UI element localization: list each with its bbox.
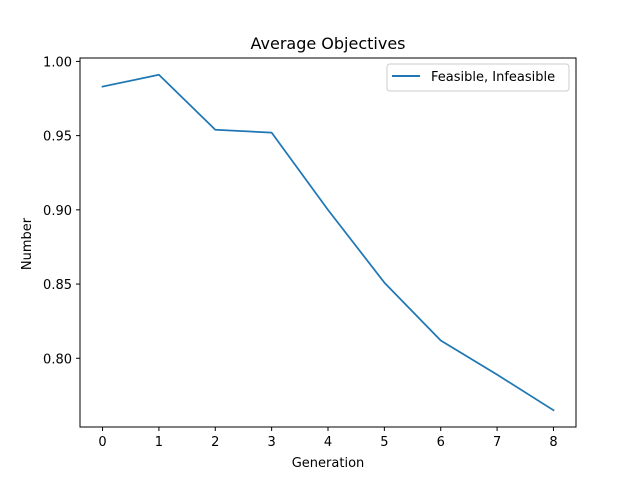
x-tick-label: 5 <box>380 435 388 450</box>
legend-entry: Feasible, Infeasible <box>431 70 555 85</box>
x-tick-label: 1 <box>155 435 163 450</box>
series-line <box>101 73 555 412</box>
y-tick-label: 0.80 <box>43 352 72 367</box>
y-tick-label: 0.95 <box>43 130 72 145</box>
x-tick-label: 4 <box>324 435 332 450</box>
x-tick-label: 0 <box>98 435 106 450</box>
x-axis-label: Generation <box>292 456 365 471</box>
plot-frame <box>79 57 577 428</box>
y-tick-label: 1.00 <box>43 55 72 70</box>
chart-title: Average Objectives <box>251 34 406 53</box>
series-layer <box>101 73 555 412</box>
x-tick-label: 7 <box>493 435 501 450</box>
x-axis-ticks: 0 1 2 3 4 5 6 7 8 <box>98 427 558 450</box>
legend: Feasible, Infeasible <box>386 63 570 92</box>
x-tick-label: 8 <box>549 435 557 450</box>
y-axis-label: Number <box>20 217 35 270</box>
legend-box <box>386 63 570 92</box>
y-tick-label: 0.90 <box>43 204 72 219</box>
x-tick-label: 6 <box>437 435 445 450</box>
y-tick-label: 0.85 <box>43 278 72 293</box>
x-tick-label: 2 <box>211 435 219 450</box>
y-axis-ticks: 0.80 0.85 0.90 0.95 1.00 <box>43 55 80 367</box>
x-tick-label: 3 <box>267 435 275 450</box>
